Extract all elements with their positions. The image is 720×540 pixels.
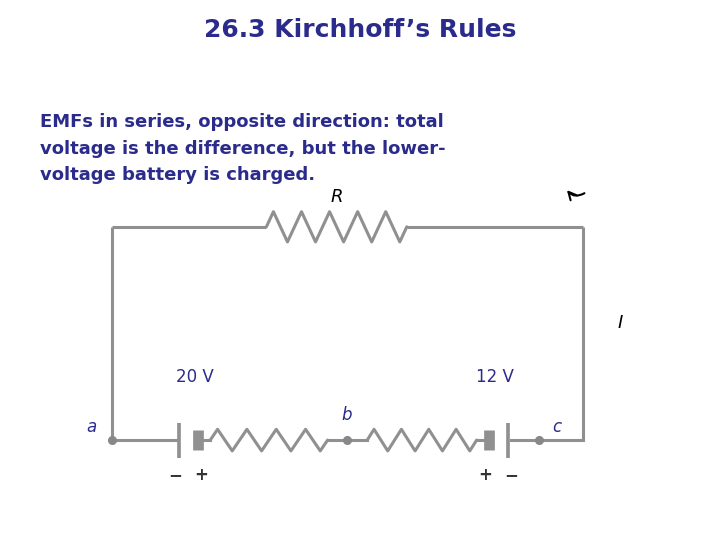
- Text: 20 V: 20 V: [176, 368, 213, 386]
- Text: −: −: [504, 466, 518, 484]
- Text: +: +: [478, 466, 492, 484]
- Text: EMFs in series, opposite direction: total
voltage is the difference, but the low: EMFs in series, opposite direction: tota…: [40, 113, 445, 184]
- Text: −: −: [168, 466, 183, 484]
- Text: c: c: [552, 418, 561, 436]
- Text: 12 V: 12 V: [476, 368, 513, 386]
- Text: b: b: [342, 406, 352, 424]
- Text: $R$: $R$: [330, 188, 343, 206]
- FancyArrowPatch shape: [568, 192, 585, 200]
- Text: a: a: [86, 418, 96, 436]
- Text: 26.3 Kirchhoff’s Rules: 26.3 Kirchhoff’s Rules: [204, 18, 516, 42]
- Text: $I$: $I$: [617, 314, 624, 332]
- Text: +: +: [194, 466, 209, 484]
